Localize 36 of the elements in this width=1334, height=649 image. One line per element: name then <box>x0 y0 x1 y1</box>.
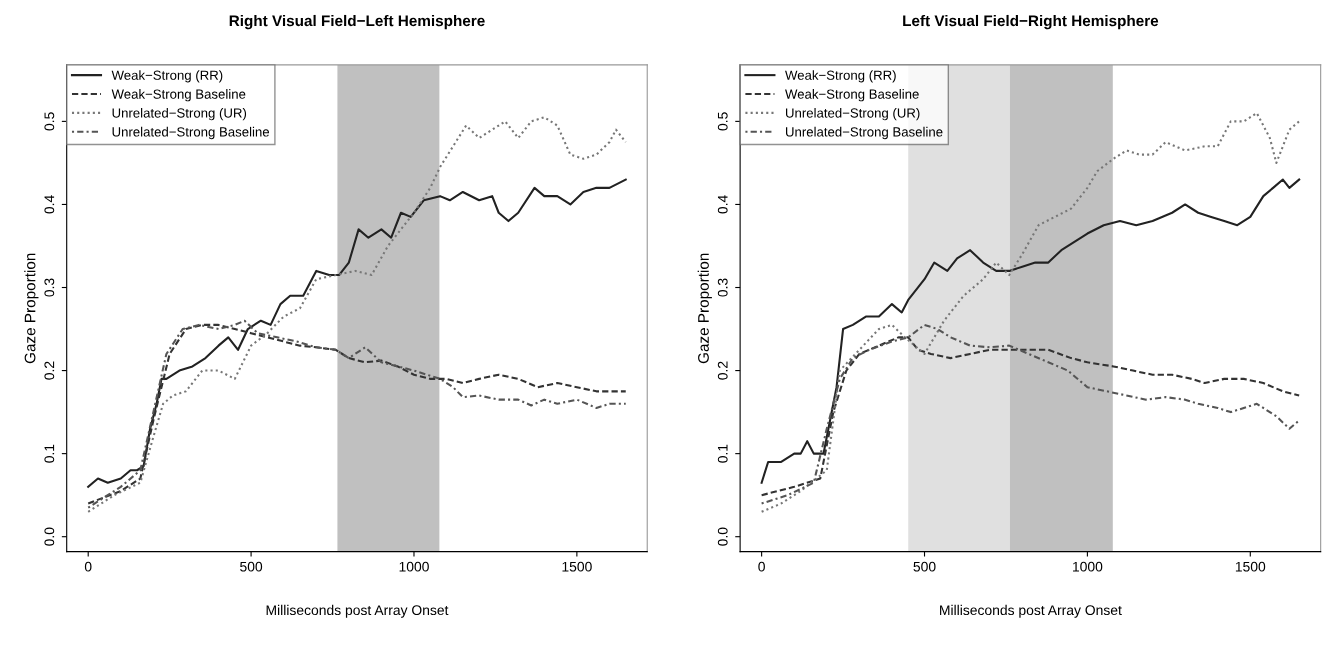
x-tick-label: 1000 <box>1073 561 1103 572</box>
y-axis-title: Gaze Proportion <box>24 253 39 364</box>
legend-label: Unrelated−Strong Baseline <box>786 126 943 140</box>
x-axis-title: Milliseconds post Array Onset <box>266 604 449 618</box>
legend-label: Weak−Strong Baseline <box>111 89 246 102</box>
line-series <box>87 178 627 488</box>
y-tick-label: 0.4 <box>44 195 55 214</box>
y-tick-label: 0.1 <box>717 444 728 463</box>
x-tick-label: 500 <box>913 561 936 572</box>
y-tick-label: 0.2 <box>44 361 55 380</box>
y-tick-label: 0.1 <box>44 444 55 463</box>
legend-label: Unrelated−Strong (UR) <box>112 107 247 121</box>
x-tick-label: 1000 <box>399 561 429 572</box>
legend-label: Unrelated−Strong Baseline <box>112 126 270 140</box>
y-tick-label: 0.5 <box>44 112 55 131</box>
chart-title: Left Visual Field−Right Hemisphere <box>903 14 1159 30</box>
y-tick-label: 0.0 <box>44 527 55 546</box>
chart-title: Right Visual Field−Left Hemisphere <box>229 14 485 30</box>
y-axis-title: Gaze Proportion <box>697 253 712 364</box>
legend-label: Weak−Strong Baseline <box>785 89 919 102</box>
y-tick-label: 0.0 <box>717 527 728 546</box>
y-tick-label: 0.2 <box>717 361 728 380</box>
legend-label: Unrelated−Strong (UR) <box>786 107 920 121</box>
y-tick-label: 0.4 <box>717 195 728 214</box>
x-tick-label: 0 <box>84 561 92 572</box>
y-tick-label: 0.3 <box>44 278 55 297</box>
x-tick-label: 1500 <box>562 561 592 572</box>
y-tick-label: 0.3 <box>717 278 728 297</box>
x-tick-label: 500 <box>240 561 263 572</box>
line-series <box>760 178 1301 484</box>
x-tick-label: 0 <box>758 561 765 572</box>
x-axis-title: Milliseconds post Array Onset <box>940 604 1122 618</box>
x-tick-label: 1500 <box>1235 561 1266 572</box>
legend-label: Weak−Strong (RR) <box>111 70 223 83</box>
y-tick-label: 0.5 <box>717 112 728 131</box>
legend-label: Weak−Strong (RR) <box>785 70 896 83</box>
